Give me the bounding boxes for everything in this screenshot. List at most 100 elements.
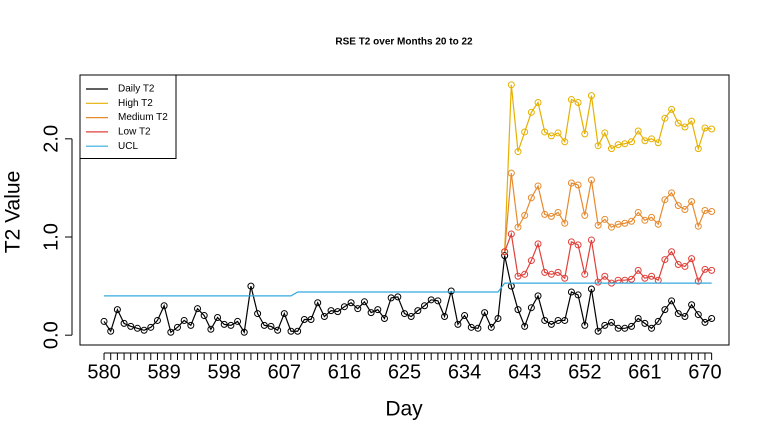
data-point — [274, 326, 282, 334]
data-point — [140, 326, 148, 334]
y-tick-label: 0.0 — [40, 321, 62, 349]
data-point — [688, 301, 696, 309]
data-point — [701, 206, 709, 214]
series-line — [103, 255, 712, 334]
data-point — [501, 248, 509, 256]
data-point — [527, 257, 535, 265]
data-point — [541, 210, 549, 218]
data-point — [120, 319, 128, 327]
data-point — [694, 311, 702, 319]
data-point — [681, 206, 689, 214]
data-point — [487, 323, 495, 331]
data-point — [347, 299, 355, 307]
data-point — [360, 298, 368, 306]
data-point — [554, 316, 562, 324]
data-point — [641, 319, 649, 327]
data-point — [554, 129, 562, 137]
data-point — [581, 130, 589, 138]
data-point — [708, 207, 716, 215]
data-point — [300, 315, 308, 323]
data-point — [287, 327, 295, 335]
data-point — [554, 268, 562, 276]
data-point — [214, 314, 222, 322]
data-point — [441, 313, 449, 321]
data-point — [628, 217, 636, 225]
data-point — [421, 302, 429, 310]
data-point — [340, 303, 348, 311]
data-point — [674, 260, 682, 268]
data-point — [100, 317, 108, 325]
data-point — [574, 98, 582, 106]
data-point — [607, 223, 615, 231]
data-point — [547, 270, 555, 278]
data-point — [708, 266, 716, 274]
data-point — [507, 169, 515, 177]
data-point — [534, 292, 542, 300]
series-line — [504, 173, 712, 252]
data-point — [534, 240, 542, 248]
data-point — [507, 81, 515, 89]
data-point — [574, 241, 582, 249]
data-point — [607, 318, 615, 326]
series-line — [104, 282, 712, 297]
data-point — [507, 230, 515, 238]
data-point — [648, 135, 656, 143]
data-point — [621, 140, 629, 148]
data-point — [648, 213, 656, 221]
data-point — [521, 270, 529, 278]
x-tick-label: 616 — [328, 361, 361, 383]
data-point — [701, 318, 709, 326]
data-point — [688, 255, 696, 263]
data-point — [628, 275, 636, 283]
data-point — [581, 211, 589, 219]
data-point — [527, 194, 535, 202]
data-point — [380, 314, 388, 322]
data-point — [334, 308, 342, 316]
data-point — [207, 325, 215, 333]
data-point — [474, 324, 482, 332]
data-point — [294, 327, 302, 335]
data-point — [668, 189, 676, 197]
data-point — [587, 92, 595, 100]
data-point — [634, 266, 642, 274]
data-point — [701, 265, 709, 273]
data-point — [387, 294, 395, 302]
data-point — [547, 132, 555, 140]
x-tick-label: 607 — [268, 361, 301, 383]
data-point — [601, 129, 609, 137]
data-point — [587, 236, 595, 244]
data-point — [434, 297, 442, 305]
data-point — [594, 221, 602, 229]
data-point — [708, 125, 716, 133]
data-point — [160, 302, 168, 310]
data-point — [648, 324, 656, 332]
data-point — [240, 328, 248, 336]
data-point — [561, 138, 569, 146]
data-point — [187, 321, 195, 329]
data-point — [607, 145, 615, 153]
data-point — [567, 179, 575, 187]
data-point — [594, 327, 602, 335]
data-point — [280, 310, 288, 318]
data-point — [194, 305, 202, 313]
data-point — [681, 262, 689, 270]
legend-label: High T2 — [118, 98, 153, 109]
data-point — [594, 278, 602, 286]
data-point — [534, 98, 542, 106]
data-point — [401, 310, 408, 318]
data-point — [614, 220, 622, 228]
data-point — [220, 320, 228, 328]
data-point — [501, 252, 509, 260]
data-point — [167, 328, 175, 336]
data-point — [581, 321, 589, 329]
data-point — [521, 211, 529, 219]
series-line — [504, 231, 712, 284]
data-point — [594, 142, 602, 150]
data-point — [494, 314, 502, 322]
data-point — [567, 238, 575, 246]
data-point — [521, 128, 529, 136]
plot-frame — [79, 74, 730, 346]
data-point — [681, 123, 689, 131]
data-point — [374, 306, 382, 314]
